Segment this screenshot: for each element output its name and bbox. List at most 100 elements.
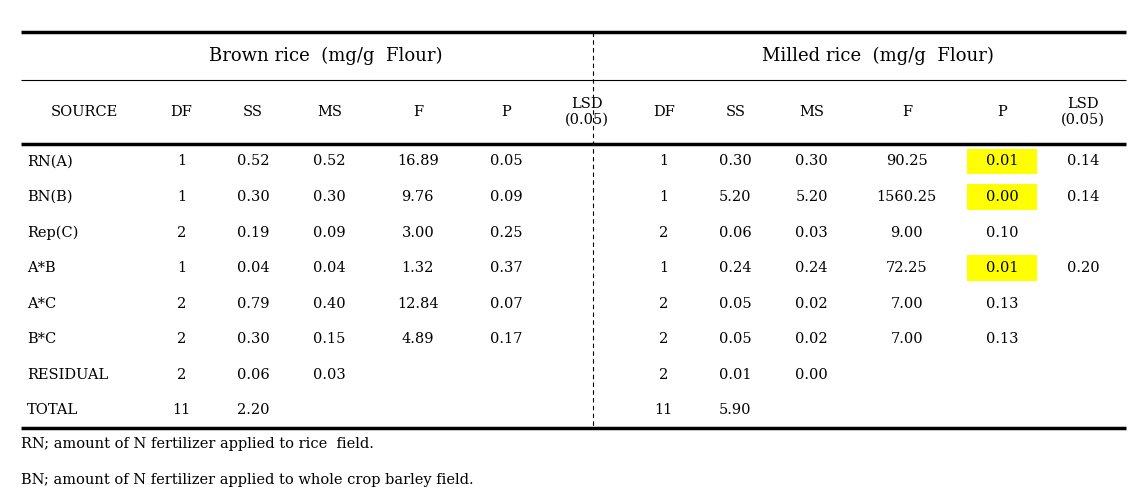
Text: 1: 1 — [177, 261, 186, 275]
Text: 1: 1 — [177, 154, 186, 169]
Text: 2.20: 2.20 — [237, 403, 269, 417]
Text: 5.20: 5.20 — [719, 190, 751, 204]
Text: 0.14: 0.14 — [1067, 154, 1099, 169]
Bar — [967, 184, 1036, 210]
Text: 11: 11 — [654, 403, 673, 417]
Text: 0.30: 0.30 — [237, 332, 269, 346]
Text: 0.04: 0.04 — [237, 261, 269, 275]
Text: 2: 2 — [659, 368, 668, 382]
Text: 1: 1 — [659, 190, 668, 204]
Text: 0.01: 0.01 — [986, 261, 1018, 275]
Text: 0.05: 0.05 — [719, 332, 751, 346]
Text: 4.89: 4.89 — [401, 332, 434, 346]
Text: 0.30: 0.30 — [314, 190, 347, 204]
Text: 2: 2 — [659, 225, 668, 240]
Text: 0.79: 0.79 — [237, 297, 269, 311]
Text: 0.03: 0.03 — [796, 225, 828, 240]
Text: 2: 2 — [659, 297, 668, 311]
Text: Milled rice  (mg/g  Flour): Milled rice (mg/g Flour) — [763, 47, 994, 65]
Text: 0.13: 0.13 — [986, 332, 1018, 346]
Text: TOTAL: TOTAL — [27, 403, 79, 417]
Text: 2: 2 — [177, 332, 186, 346]
Text: 7.00: 7.00 — [890, 332, 923, 346]
Text: 3.00: 3.00 — [401, 225, 434, 240]
Text: 0.00: 0.00 — [796, 368, 828, 382]
Text: 0.07: 0.07 — [490, 297, 522, 311]
Text: 2: 2 — [177, 225, 186, 240]
Text: 0.00: 0.00 — [986, 190, 1018, 204]
Text: 0.04: 0.04 — [314, 261, 345, 275]
Text: 0.24: 0.24 — [719, 261, 751, 275]
Text: A*B: A*B — [27, 261, 56, 275]
Text: 72.25: 72.25 — [886, 261, 928, 275]
Bar — [967, 149, 1036, 174]
Text: 0.20: 0.20 — [1067, 261, 1100, 275]
Text: RN(A): RN(A) — [27, 154, 73, 169]
Text: BN; amount of N fertilizer applied to whole crop barley field.: BN; amount of N fertilizer applied to wh… — [21, 473, 473, 487]
Text: F: F — [902, 105, 912, 119]
Text: SS: SS — [725, 105, 746, 119]
Text: 0.25: 0.25 — [490, 225, 522, 240]
Text: Brown rice  (mg/g  Flour): Brown rice (mg/g Flour) — [209, 47, 442, 65]
Text: 0.09: 0.09 — [490, 190, 522, 204]
Text: 2: 2 — [177, 368, 186, 382]
Text: 0.03: 0.03 — [314, 368, 347, 382]
Text: 0.17: 0.17 — [490, 332, 522, 346]
Text: LSD
(0.05): LSD (0.05) — [1061, 97, 1106, 127]
Text: 0.05: 0.05 — [719, 297, 751, 311]
Text: 1: 1 — [659, 154, 668, 169]
Text: 0.02: 0.02 — [796, 297, 828, 311]
Text: 1: 1 — [659, 261, 668, 275]
Text: RESIDUAL: RESIDUAL — [27, 368, 108, 382]
Text: RN; amount of N fertilizer applied to rice  field.: RN; amount of N fertilizer applied to ri… — [21, 437, 374, 451]
Text: 0.15: 0.15 — [314, 332, 345, 346]
Text: 0.05: 0.05 — [490, 154, 522, 169]
Text: 0.24: 0.24 — [796, 261, 828, 275]
Text: 0.02: 0.02 — [796, 332, 828, 346]
Text: MS: MS — [317, 105, 342, 119]
Text: 2: 2 — [659, 332, 668, 346]
Text: DF: DF — [171, 105, 193, 119]
Text: 0.30: 0.30 — [237, 190, 269, 204]
Text: 0.01: 0.01 — [986, 154, 1018, 169]
Text: 7.00: 7.00 — [890, 297, 923, 311]
Text: 5.90: 5.90 — [719, 403, 751, 417]
Text: 0.30: 0.30 — [796, 154, 828, 169]
Text: 5.20: 5.20 — [796, 190, 828, 204]
Text: 0.13: 0.13 — [986, 297, 1018, 311]
Text: 9.00: 9.00 — [890, 225, 923, 240]
Text: P: P — [502, 105, 511, 119]
Text: SOURCE: SOURCE — [51, 105, 119, 119]
Text: 9.76: 9.76 — [401, 190, 434, 204]
Text: 0.52: 0.52 — [314, 154, 345, 169]
Text: 1560.25: 1560.25 — [877, 190, 937, 204]
Text: F: F — [413, 105, 423, 119]
Text: Rep(C): Rep(C) — [27, 225, 79, 240]
Text: 0.37: 0.37 — [490, 261, 522, 275]
Text: 0.19: 0.19 — [237, 225, 269, 240]
Bar — [967, 255, 1036, 281]
Text: BN(B): BN(B) — [27, 190, 73, 204]
Text: 0.01: 0.01 — [719, 368, 751, 382]
Text: 12.84: 12.84 — [397, 297, 439, 311]
Text: A*C: A*C — [27, 297, 57, 311]
Text: 0.14: 0.14 — [1067, 190, 1099, 204]
Text: 2: 2 — [177, 297, 186, 311]
Text: SS: SS — [243, 105, 263, 119]
Text: 0.09: 0.09 — [314, 225, 345, 240]
Text: MS: MS — [799, 105, 824, 119]
Text: 0.52: 0.52 — [237, 154, 269, 169]
Text: 0.06: 0.06 — [719, 225, 751, 240]
Text: 0.10: 0.10 — [986, 225, 1018, 240]
Text: 16.89: 16.89 — [397, 154, 439, 169]
Text: LSD
(0.05): LSD (0.05) — [565, 97, 609, 127]
Text: 90.25: 90.25 — [886, 154, 928, 169]
Text: 0.40: 0.40 — [314, 297, 345, 311]
Text: 0.30: 0.30 — [719, 154, 751, 169]
Text: 11: 11 — [172, 403, 190, 417]
Text: 0.06: 0.06 — [237, 368, 269, 382]
Text: 1: 1 — [177, 190, 186, 204]
Text: P: P — [998, 105, 1007, 119]
Text: 1.32: 1.32 — [401, 261, 434, 275]
Text: B*C: B*C — [27, 332, 57, 346]
